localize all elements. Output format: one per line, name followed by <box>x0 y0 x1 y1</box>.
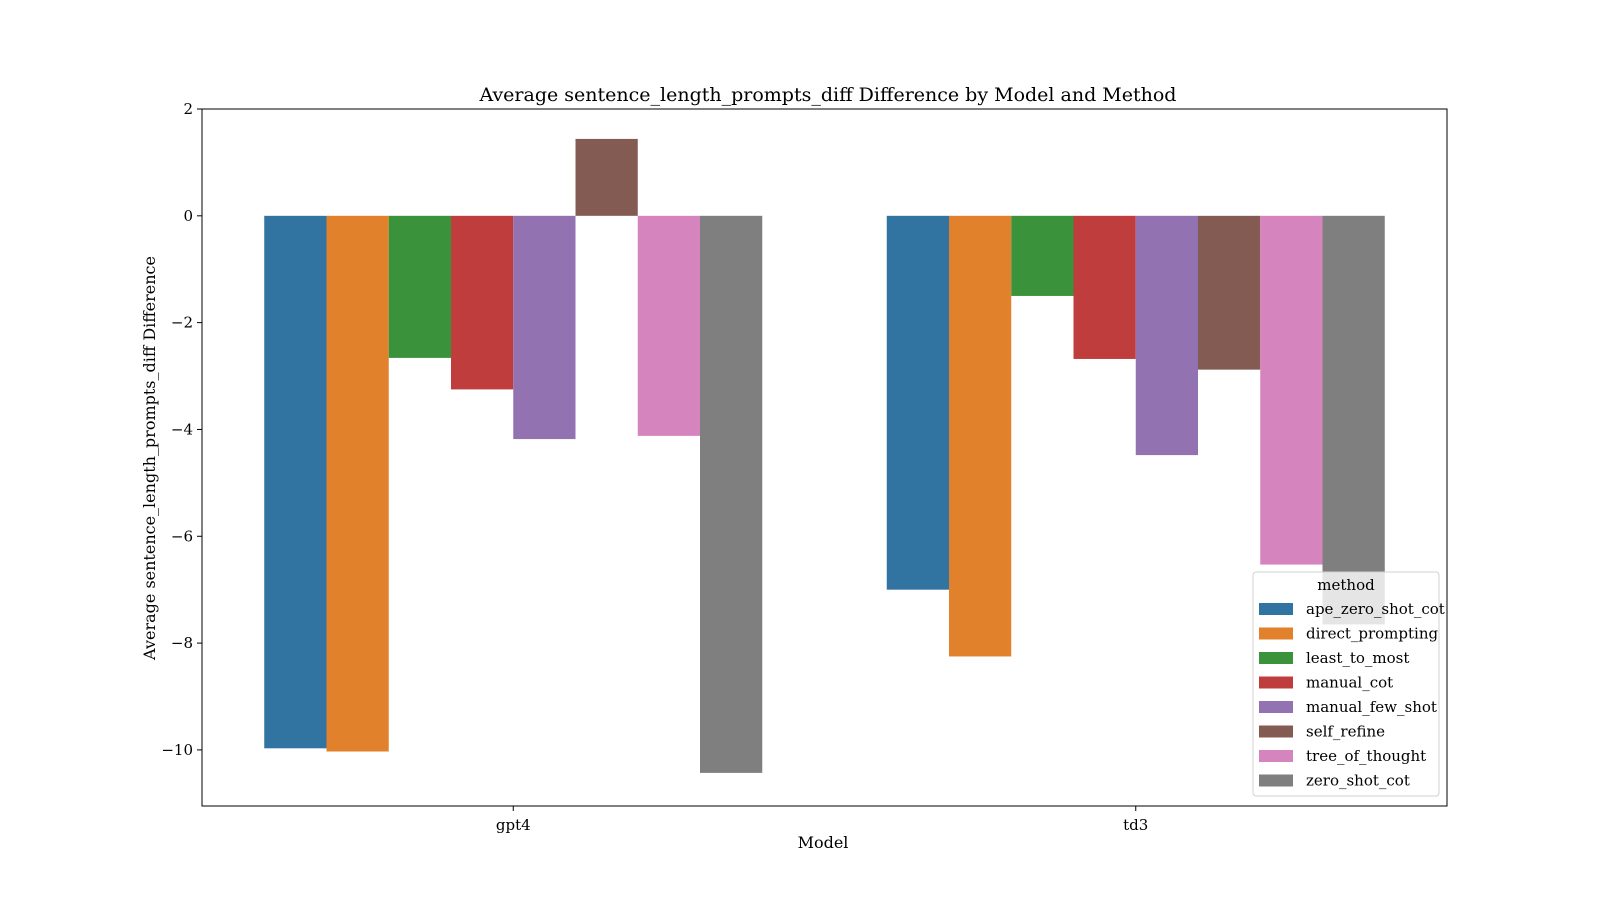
y-tick-label: −2 <box>171 314 193 332</box>
legend-label-least_to_most: least_to_most <box>1306 649 1409 667</box>
x-axis-label: Model <box>798 833 849 852</box>
bar-gpt4-least_to_most <box>388 215 451 358</box>
x-tick-label: td3 <box>1123 816 1148 834</box>
y-axis: 2 0 −2 −4 −6 −8 −10 <box>161 100 202 759</box>
legend-label-tree_of_thought: tree_of_thought <box>1306 747 1426 765</box>
bar-gpt4-manual_cot <box>451 215 514 390</box>
chart-title: Average sentence_length_prompts_diff Dif… <box>479 84 1177 106</box>
bar-td3-zero_shot_cot <box>1322 215 1385 625</box>
bar-gpt4-self_refine <box>575 138 638 216</box>
bar-gpt4-ape_zero_shot_cot <box>264 215 327 749</box>
y-tick-label: 0 <box>183 207 193 225</box>
legend-swatch-manual_cot <box>1259 676 1293 689</box>
legend-swatch-tree_of_thought <box>1259 750 1293 762</box>
y-tick-label: −4 <box>171 420 193 438</box>
bar-td3-manual_cot <box>1073 215 1136 359</box>
bar-td3-ape_zero_shot_cot <box>886 215 949 590</box>
legend-title: method <box>1317 576 1375 594</box>
y-tick-label: 2 <box>183 100 193 118</box>
legend-label-manual_cot: manual_cot <box>1306 674 1393 692</box>
legend-label-self_refine: self_refine <box>1306 723 1385 741</box>
legend-swatch-zero_shot_cot <box>1259 774 1293 787</box>
legend: method ape_zero_shot_cot direct_promptingl… <box>1252 571 1445 797</box>
bars-group <box>264 138 1385 773</box>
bar-td3-direct_prompting <box>949 215 1012 657</box>
legend-swatch-ape_zero_shot_cot <box>1259 603 1293 615</box>
y-tick-label: −8 <box>171 634 193 652</box>
y-tick-label: −6 <box>171 527 193 545</box>
bar-td3-tree_of_thought <box>1260 215 1323 565</box>
x-axis: gpt4 td3 <box>496 806 1148 834</box>
legend-swatch-least_to_most <box>1259 652 1293 664</box>
legend-swatch-self_refine <box>1259 725 1293 738</box>
bar-td3-self_refine <box>1198 215 1261 370</box>
plot-frame <box>201 108 1448 807</box>
legend-label-direct_prompting: direct_prompting <box>1306 625 1438 643</box>
legend-frame <box>1252 571 1440 797</box>
bar-td3-manual_few_shot <box>1135 215 1198 456</box>
bar-td3-least_to_most <box>1011 215 1074 296</box>
y-axis-label: Average sentence_length_prompts_diff Dif… <box>140 256 159 661</box>
legend-label-manual_few_shot: manual_few_shot <box>1306 698 1437 716</box>
legend-swatch-direct_prompting <box>1259 627 1293 640</box>
bar-gpt4-manual_few_shot <box>513 215 576 440</box>
bar-gpt4-direct_prompting <box>326 215 389 752</box>
legend-swatch-manual_few_shot <box>1259 701 1293 713</box>
y-tick-label: −10 <box>161 741 193 759</box>
legend-label-ape_zero_shot_cot: ape_zero_shot_cot <box>1306 600 1445 618</box>
legend-label-zero_shot_cot: zero_shot_cot <box>1306 772 1410 790</box>
x-tick-label: gpt4 <box>496 816 531 834</box>
bar-gpt4-zero_shot_cot <box>700 215 763 773</box>
bar-gpt4-tree_of_thought <box>637 215 700 436</box>
